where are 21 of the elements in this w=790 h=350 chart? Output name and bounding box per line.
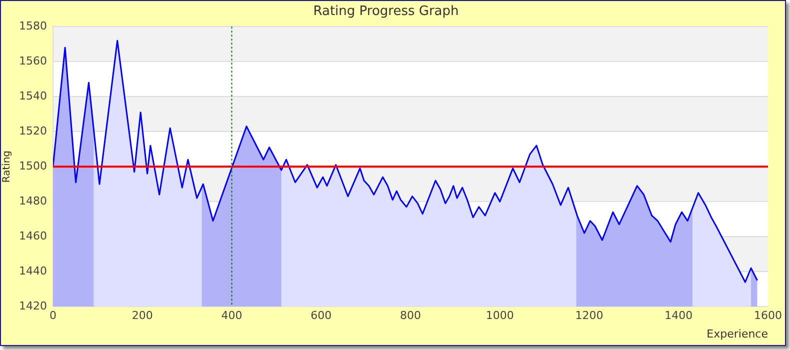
- y-axis-title: Rating: [2, 150, 13, 183]
- y-tick-label: 1440: [18, 264, 47, 278]
- x-tick-label: 1000: [486, 309, 514, 322]
- x-tick-label: 1400: [664, 309, 693, 322]
- x-tick-label: 200: [132, 309, 153, 322]
- y-tick-label: 1460: [18, 229, 47, 242]
- x-tick-label: 800: [400, 309, 421, 322]
- x-tick-label: 600: [310, 309, 332, 322]
- x-axis-title: Experience: [706, 327, 768, 340]
- y-tick-label: 1480: [18, 194, 47, 208]
- x-tick-label: 1600: [754, 309, 782, 322]
- y-tick-label: 1560: [18, 54, 47, 68]
- y-tick-label: 1500: [18, 159, 47, 172]
- y-tick-label: 1420: [18, 299, 47, 312]
- y-tick-label: 1520: [18, 124, 47, 138]
- x-tick-label: 400: [221, 309, 242, 322]
- x-tick-label: 0: [49, 309, 56, 322]
- x-tick-label: 1200: [575, 309, 604, 322]
- y-tick-label: 1580: [18, 19, 47, 32]
- chart-title: Rating Progress Graph: [313, 4, 459, 20]
- y-tick-label: 1540: [18, 89, 47, 102]
